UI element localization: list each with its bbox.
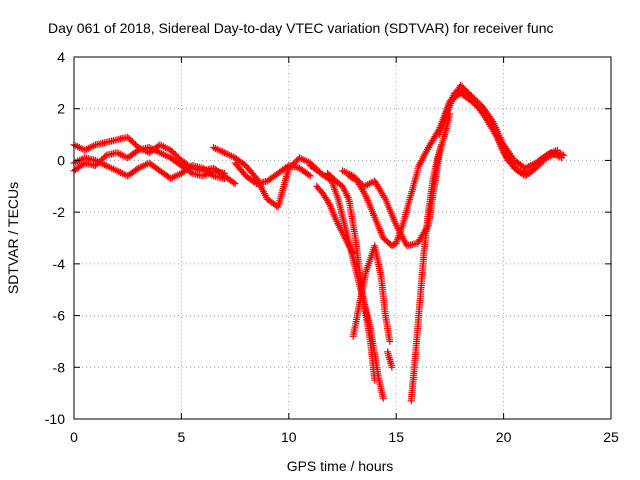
data-marks	[70, 81, 568, 405]
chart-title: Day 061 of 2018, Sidereal Day-to-day VTE…	[48, 20, 554, 36]
data-point-markers	[384, 348, 396, 371]
y-tick-label: 4	[57, 49, 65, 65]
y-tick-label: -6	[53, 308, 66, 324]
x-tick-label: 5	[178, 429, 186, 445]
series-track-h	[324, 169, 379, 384]
y-tick-label: -10	[45, 411, 65, 427]
x-tick-label: 10	[281, 429, 297, 445]
plot-frame	[73, 56, 612, 420]
series-track-e	[231, 159, 314, 188]
series-track-i	[349, 242, 394, 345]
data-point-markers	[407, 141, 445, 405]
series-track-j	[345, 167, 422, 250]
data-point-markers	[313, 182, 357, 257]
data-point-markers	[349, 242, 394, 345]
axis-ticks: 0 5 10 15 20 25 -10 -8 -6 -4 -2 0 2 4	[45, 49, 619, 445]
series-track-l	[407, 141, 445, 405]
x-axis-title: GPS time / hours	[287, 458, 394, 474]
data-point-markers	[231, 159, 314, 188]
series-track-p	[440, 87, 566, 177]
data-point-markers	[440, 87, 566, 177]
y-axis-title: SDTVAR / TECUs	[5, 182, 21, 294]
data-point-markers	[324, 169, 379, 384]
y-tick-label: 2	[57, 101, 65, 117]
x-tick-label: 15	[388, 429, 404, 445]
series-track-g	[313, 182, 357, 257]
data-point-markers	[345, 167, 422, 250]
x-tick-label: 25	[603, 429, 619, 445]
x-tick-label: 0	[70, 429, 78, 445]
series-track-m	[384, 348, 396, 371]
y-tick-label: 0	[57, 152, 65, 168]
y-tick-label: -2	[53, 204, 66, 220]
y-tick-label: -4	[53, 256, 66, 272]
y-tick-label: -8	[53, 359, 66, 375]
x-tick-label: 20	[496, 429, 512, 445]
